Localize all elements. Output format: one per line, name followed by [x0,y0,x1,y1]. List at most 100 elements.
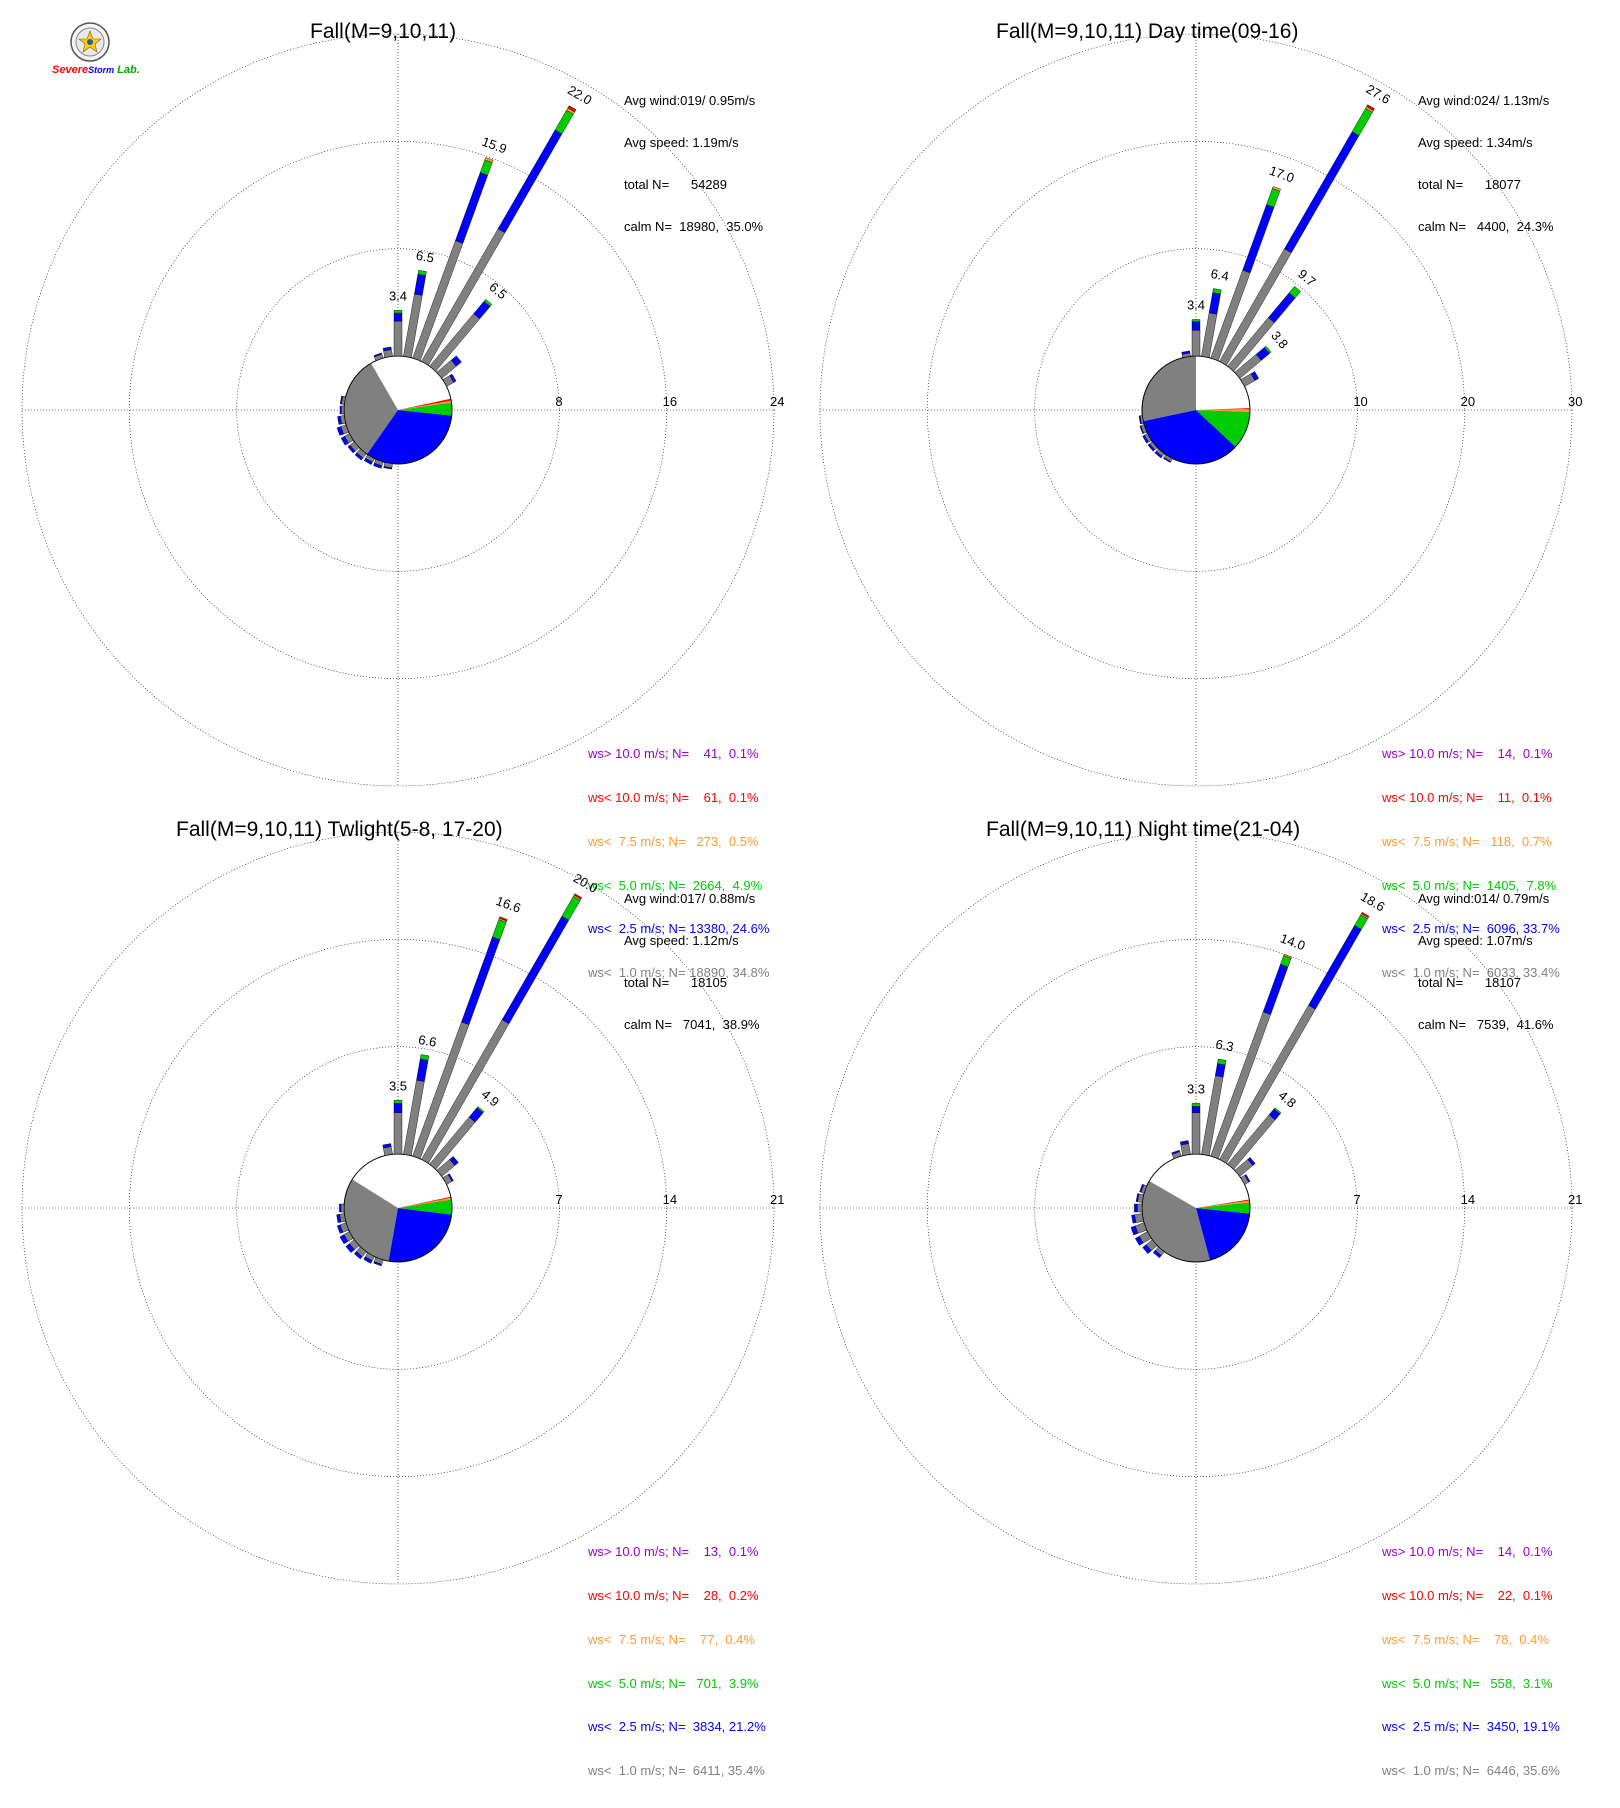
bar-value-label: 18.6 [1358,889,1387,915]
bar-value-label: 17.0 [1267,163,1296,186]
seg-ws-lt-2-5 [354,452,364,461]
legend-ws-lt-2-5: ws< 2.5 m/s; N= 3450, 19.1% [1382,1719,1560,1735]
avg-speed: Avg speed: 1.34m/s [1418,135,1533,150]
seg-ws-lt-2-5 [347,444,356,454]
seg-ws-lt-1 [421,228,506,366]
seg-ws-lt-2-5 [354,1251,363,1260]
calm-slice [1196,1200,1250,1208]
seg-ws-lt-2-5 [363,1256,373,1264]
seg-ws-lt-10 [1361,911,1370,918]
seg-ws-lt-2-5 [1154,450,1163,459]
seg-ws-lt-2-5 [1268,292,1296,323]
windrose-chart: 7 14 21 3.5 6.6 16.6 20.0 4.9 [21,831,784,1585]
legend-ws-lt-10: ws< 10.0 m/s; N= 11, 0.1% [1382,789,1552,805]
grid-ring [129,141,667,679]
seg-ws-lt-2-5 [363,457,373,465]
legend-ws-lt-7-5: ws< 7.5 m/s; N= 273, 0.5% [588,833,759,849]
seg-ws-lt-10 [1366,104,1375,111]
calm-slice [1143,410,1236,465]
calm-slice [1196,1199,1250,1208]
legend-ws-lt-5: ws< 5.0 m/s; N= 558, 3.1% [1382,1675,1553,1691]
bar-value-label: 3.5 [389,1078,407,1093]
seg-ws-lt-2-5 [339,1203,342,1213]
speed-legend: ws> 10.0 m/s; N= 13, 0.1% ws< 10.0 m/s; … [588,1516,766,1808]
ring-label: 14 [1461,1192,1475,1207]
legend-ws-lt-1: ws< 1.0 m/s; N= 18890, 34.8% [588,965,770,981]
logo-text: SevereStorm Lab. [52,64,140,76]
seg-ws-lt-2-5 [382,1143,392,1149]
bar-value-label: 6.5 [415,248,435,266]
seg-ws-lt-2-5 [336,426,344,436]
outer-ring [21,831,775,1585]
avg-speed: Avg speed: 1.19m/s [624,135,739,150]
seg-ws-lt-2-5 [1147,443,1156,452]
seg-ws-lt-2-5 [373,462,383,469]
seg-ws-lt-2-5 [345,1243,355,1253]
seg-ws-lt-2-5 [1215,1063,1226,1078]
legend-ws-lt-1: ws< 1.0 m/s; N= 6033, 33.4% [1382,965,1560,981]
lab-logo: SevereStorm Lab. [52,22,142,84]
seg-ws-lt-2-5 [1142,434,1149,444]
seg-ws-lt-1 [340,1203,345,1213]
seg-ws-lt-2-5 [1142,1244,1152,1254]
seg-ws-lt-5 [417,270,427,276]
speed-legend: ws> 10.0 m/s; N= 14, 0.1% ws< 10.0 m/s; … [1382,718,1560,1010]
seg-ws-lt-2-5 [393,312,403,322]
seg-ws-lt-2-5 [336,1224,344,1234]
stats-block: Avg wind:017/ 0.88m/s Avg speed: 1.12m/s… [624,864,760,1060]
calm-slice [398,1197,452,1208]
calm-count: calm N= 7539, 41.6% [1418,1017,1554,1032]
seg-ws-lt-5 [492,919,507,940]
calm-slice [367,410,452,465]
seg-ws-lt-2-5 [1171,1149,1180,1155]
seg-ws-lt-2-5 [339,405,342,415]
seg-ws-lt-2-5 [1138,415,1142,425]
calm-slice [1196,409,1250,412]
legend-ws-lt-7-5: ws< 7.5 m/s; N= 77, 0.4% [588,1631,755,1647]
total-count: total N= 18077 [1418,177,1521,192]
avg-speed: Avg speed: 1.12m/s [624,933,739,948]
seg-ws-lt-1 [1219,1004,1316,1164]
seg-ws-lt-2-5 [1244,1174,1251,1183]
logo-storm: Storm [88,65,115,75]
seg-ws-lt-1 [1137,1203,1143,1213]
seg-ws-lt-2-5 [1131,1214,1137,1224]
legend-ws-lt-5: ws< 5.0 m/s; N= 2664, 4.9% [588,877,763,893]
seg-ws-lt-2-5 [1135,1235,1144,1246]
ring-label: 30 [1568,394,1582,409]
bar-value-label: 6.4 [1210,266,1230,284]
seg-ws-lt-2-5 [449,373,457,383]
seg-ws-lt-2-5 [1135,1193,1140,1202]
seg-ws-lt-5 [1351,108,1373,136]
ring-label: 20 [1461,394,1475,409]
seg-ws-lt-5 [393,310,403,314]
seg-ws-lt-2-5 [1153,1250,1162,1259]
stats-block: Avg wind:014/ 0.79m/s Avg speed: 1.07m/s… [1418,864,1554,1060]
legend-ws-lt-2-5: ws< 2.5 m/s; N= 6096, 33.7% [1382,921,1560,937]
bar-value-label: 3.8 [1268,328,1291,351]
bar-value-label: 4.9 [479,1086,502,1109]
seg-ws-lt-1 [1191,1112,1201,1155]
avg-wind: Avg wind:017/ 0.88m/s [624,891,756,906]
chart-title: Fall(M=9,10,11) Night time(21-04) [986,818,1301,841]
seg-ws-lt-2-5 [461,936,501,1025]
seg-ws-lt-2-5 [1130,1225,1139,1236]
seg-ws-lt-5 [1191,319,1201,322]
seg-ws-lt-2-5 [1180,1140,1189,1146]
legend-ws-lt-1: ws< 1.0 m/s; N= 6411, 35.4% [588,1763,765,1779]
bar-value-label: 3.4 [389,288,407,303]
speed-legend: ws> 10.0 m/s; N= 14, 0.1% ws< 10.0 m/s; … [1382,1516,1560,1808]
seg-ws-lt-2-5 [450,355,462,367]
bar-value-label: 3.4 [1187,298,1205,313]
seg-ws-lt-7-5 [1283,953,1292,959]
legend-ws-lt-7-5: ws< 7.5 m/s; N= 78, 0.4% [1382,1631,1549,1647]
legend-ws-lt-10: ws< 10.0 m/s; N= 61, 0.1% [588,789,759,805]
windrose-chart: 7 14 21 3.3 6.3 14.0 18.6 4.8 [819,831,1582,1585]
seg-ws-lt-2-5 [414,273,426,296]
bar-value-label: 9.7 [1295,266,1318,289]
bar-value-label: 20.0 [571,870,600,896]
calm-count: calm N= 7041, 38.9% [624,1017,760,1032]
seg-ws-lt-5 [1212,288,1222,295]
seg-ws-lt-2-5 [382,346,392,352]
grid-ring [129,939,667,1477]
